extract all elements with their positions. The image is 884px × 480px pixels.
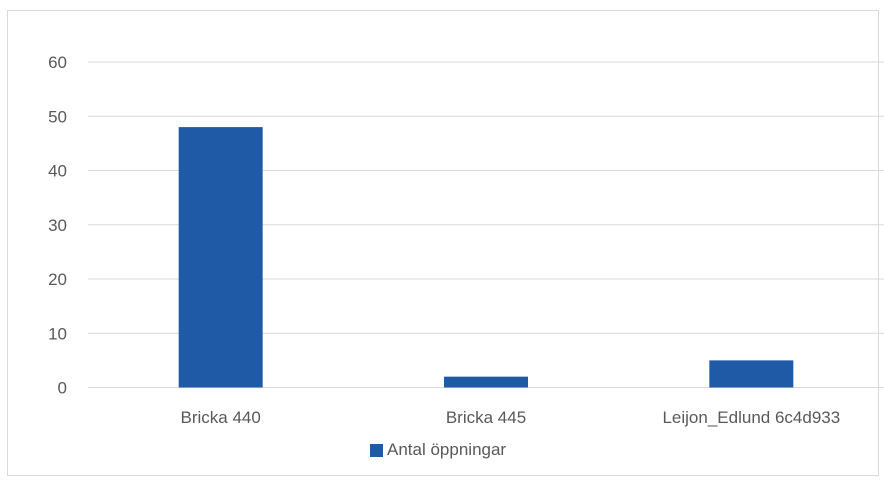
x-tick-label: Bricka 445	[446, 408, 526, 427]
y-tick-label: 30	[48, 216, 67, 235]
legend-swatch	[370, 443, 383, 457]
y-axis-ticks: 0 10 20 30 40 50 60	[48, 53, 67, 398]
y-tick-label: 10	[48, 324, 67, 343]
y-tick-label: 20	[48, 270, 67, 289]
chart-frame	[7, 10, 879, 476]
y-tick-label: 50	[48, 107, 67, 126]
legend: Antal öppningar	[370, 440, 506, 460]
bar	[709, 360, 794, 388]
y-tick-label: 40	[48, 162, 67, 181]
y-tick-label: 60	[48, 53, 67, 72]
x-tick-label: Leijon_Edlund 6c4d933	[662, 408, 840, 427]
x-axis-ticks: Bricka 440 Bricka 445 Leijon_Edlund 6c4d93…	[181, 408, 841, 427]
y-tick-label: 0	[58, 379, 67, 398]
x-tick-label: Bricka 440	[181, 408, 261, 427]
bar	[178, 127, 263, 388]
bars	[178, 127, 794, 388]
bar	[444, 376, 528, 388]
legend-label: Antal öppningar	[387, 440, 507, 459]
